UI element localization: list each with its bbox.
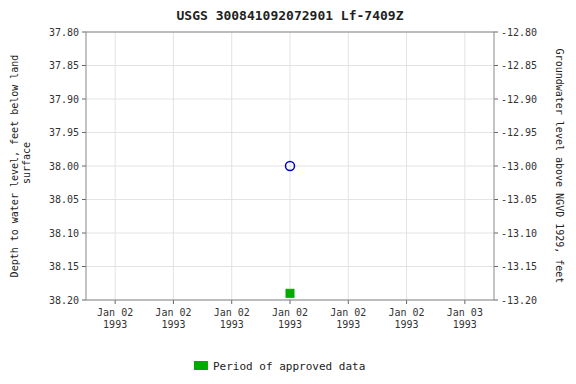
tick-label: 38.15 [49, 261, 79, 272]
background [0, 0, 576, 384]
tick-label: -12.85 [501, 60, 537, 71]
tick-label: Jan 021993 [389, 307, 425, 330]
marks [286, 162, 295, 298]
grid-line [406, 32, 407, 300]
tick-mark [115, 300, 116, 304]
chart: 37.80 37.85 37.90 37.95 38.00 38.05 38.10 38.15… [0, 0, 576, 384]
tick-mark [82, 99, 86, 100]
tick-mark [494, 300, 498, 301]
legend: Period of approved data [194, 360, 365, 373]
tick-mark [464, 300, 465, 304]
tick-mark [82, 166, 86, 167]
tick-label: 37.95 [49, 127, 79, 138]
point [286, 162, 295, 171]
series [286, 162, 295, 171]
legend-swatch [194, 361, 208, 370]
tick-mark [82, 300, 86, 301]
grid [86, 32, 494, 300]
tick-mark [406, 300, 407, 304]
tick-mark [348, 300, 349, 304]
axes: 37.80 37.85 37.90 37.95 38.00 38.05 38.10 38.15… [49, 27, 537, 331]
tick-label: Jan 021993 [272, 307, 308, 330]
tick-mark [494, 99, 498, 100]
grid-line [290, 32, 291, 300]
plot-frame [86, 32, 494, 300]
tick-mark [494, 166, 498, 167]
tick-label: 37.80 [49, 27, 79, 38]
tick-mark [82, 199, 86, 200]
tick-mark [82, 32, 86, 33]
tick-label: -13.20 [501, 295, 537, 306]
tick-mark [82, 65, 86, 66]
tick-mark [173, 300, 174, 304]
tick-mark [494, 233, 498, 234]
legend-label: Period of approved data [213, 360, 365, 373]
tick-label: 37.85 [49, 60, 79, 71]
tick-label: 38.20 [49, 295, 79, 306]
tick-label: Jan 021993 [155, 307, 191, 330]
tick-label: Jan 021993 [214, 307, 250, 330]
tick-mark [494, 32, 498, 33]
tick-label: 38.00 [49, 161, 79, 172]
tick-mark [290, 300, 291, 304]
tick-label: Jan 031993 [447, 307, 483, 330]
grid-line [231, 32, 232, 300]
series [286, 289, 294, 297]
tick-label: -13.10 [501, 228, 537, 239]
tick-label: 38.10 [49, 228, 79, 239]
tick-label: 38.05 [49, 194, 79, 205]
grid-line [348, 32, 349, 300]
axis-label: Groundwater level above NGVD 1929, feet [554, 49, 565, 284]
tick-mark [494, 199, 498, 200]
tick-label: -13.15 [501, 261, 537, 272]
tick-mark [231, 300, 232, 304]
tick-label: -12.80 [501, 27, 537, 38]
tick-label: -13.00 [501, 161, 537, 172]
grid-line [464, 32, 465, 300]
tick-label: 37.90 [49, 94, 79, 105]
tick-mark [82, 266, 86, 267]
tick-label: -12.90 [501, 94, 537, 105]
tick-label: Jan 021993 [330, 307, 366, 330]
tick-mark [494, 132, 498, 133]
point [286, 289, 294, 297]
tick-mark [494, 65, 498, 66]
grid-line [115, 32, 116, 300]
tick-mark [82, 233, 86, 234]
tick-mark [82, 132, 86, 133]
title: USGS 300841092072901 Lf-7409Z [177, 8, 404, 23]
tick-label: -13.05 [501, 194, 537, 205]
grid-line [173, 32, 174, 300]
tick-label: -12.95 [501, 127, 537, 138]
tick-mark [494, 266, 498, 267]
tick-label: Jan 021993 [97, 307, 133, 330]
axis-label: Depth to water level, feet below land su… [9, 55, 32, 278]
